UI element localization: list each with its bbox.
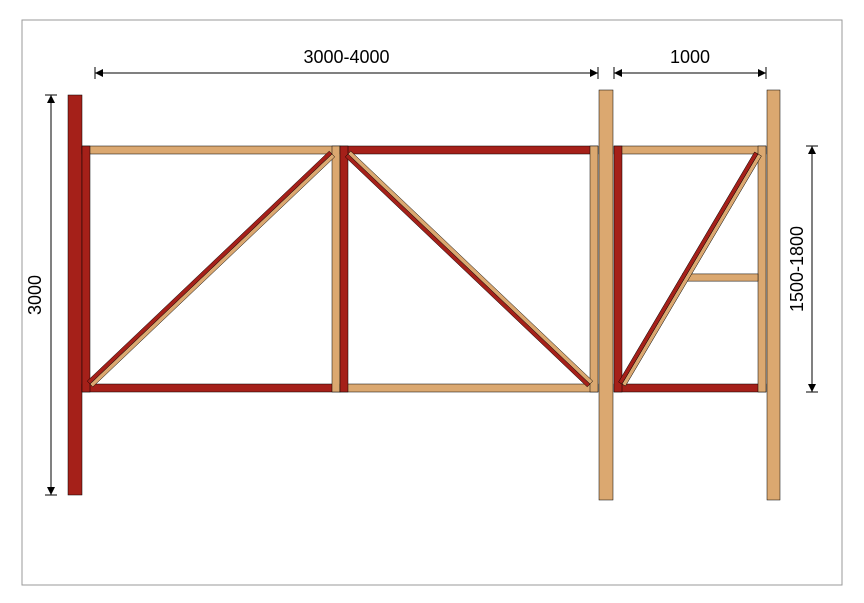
mid-post [599,90,613,500]
right-post [767,90,780,500]
leaf-1 [82,146,340,392]
gate-diagram-svg: 3000-4000 1000 3000 1500-1800 [0,0,864,603]
leaf-2 [340,146,598,392]
dim-label: 3000 [25,275,45,315]
dim-label: 1000 [670,47,710,67]
dim-label: 3000-4000 [303,47,389,67]
dim-label: 1500-1800 [787,226,807,312]
leaf-3 [614,146,766,392]
left-post [68,95,82,495]
diagram-canvas: 3000-4000 1000 3000 1500-1800 [0,0,864,603]
